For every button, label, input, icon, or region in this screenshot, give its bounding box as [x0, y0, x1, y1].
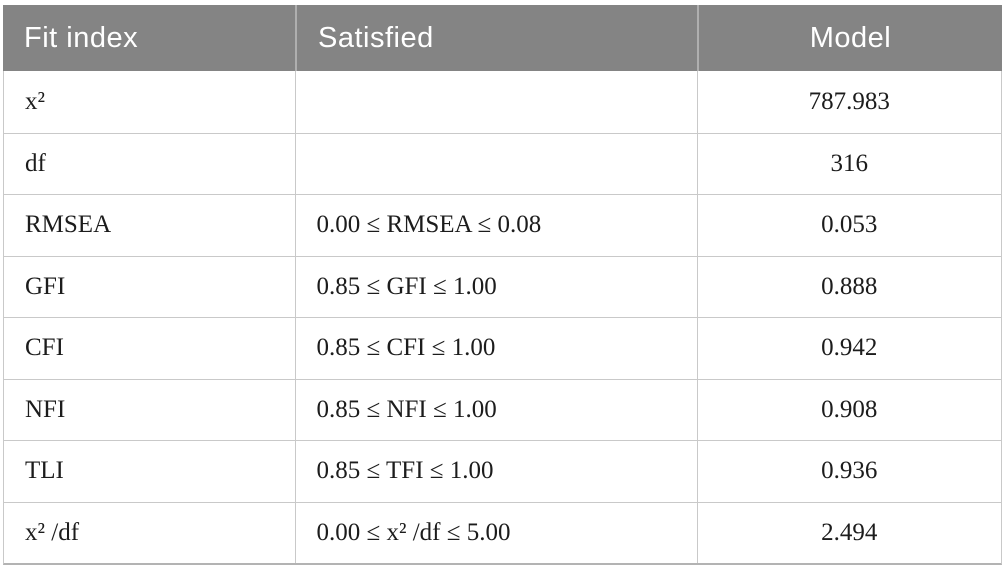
table-row: GFI 0.85 ≤ GFI ≤ 1.00 0.888 [4, 255, 1002, 317]
satisfied-cell: 0.85 ≤ GFI ≤ 1.00 [294, 256, 697, 317]
model-value-cell: 0.942 [696, 318, 1002, 379]
satisfied-cell: 0.00 ≤ RMSEA ≤ 0.08 [294, 195, 697, 256]
column-header-satisfied: Satisfied [295, 5, 697, 71]
fit-index-cell: NFI [25, 395, 66, 423]
fit-index-cell: CFI [25, 334, 64, 362]
satisfied-cell: 0.85 ≤ TFI ≤ 1.00 [294, 441, 697, 502]
model-value-cell: 2.494 [696, 502, 1002, 563]
table-row: CFI 0.85 ≤ CFI ≤ 1.00 0.942 [4, 317, 1001, 379]
table-header-row: Fit index Satisfied Model [3, 5, 1002, 71]
satisfied-cell: 0.85 ≤ CFI ≤ 1.00 [294, 318, 697, 379]
model-value-cell: 787.983 [696, 71, 1002, 133]
column-header-model: Model [697, 5, 1002, 71]
column-header-fit-index: Fit index [24, 21, 139, 54]
fit-index-cell: df [25, 149, 46, 177]
model-value-cell: 0.936 [696, 441, 1002, 502]
table-row: x² /df 0.00 ≤ x² /df ≤ 5.00 2.494 [4, 501, 1002, 563]
table-row: df 316 [4, 132, 1002, 194]
satisfied-cell [294, 133, 697, 194]
fit-index-table: Fit index Satisfied Model x² 787.983 df 316… [3, 5, 1002, 565]
fit-index-cell: RMSEA [25, 211, 112, 239]
satisfied-cell [294, 71, 697, 133]
fit-index-cell: x² /df [25, 518, 80, 546]
satisfied-cell: 0.85 ≤ NFI ≤ 1.00 [294, 379, 697, 440]
model-value-cell: 316 [696, 133, 1002, 194]
model-value-cell: 0.053 [696, 195, 1002, 256]
table-row: TLI 0.85 ≤ TFI ≤ 1.00 0.936 [4, 440, 1001, 502]
table-row: x² 787.983 [4, 71, 1001, 133]
fit-index-cell: x² [25, 87, 45, 115]
model-value-cell: 0.888 [696, 256, 1002, 317]
table-row: NFI 0.85 ≤ NFI ≤ 1.00 0.908 [4, 378, 1002, 440]
table-row: RMSEA 0.00 ≤ RMSEA ≤ 0.08 0.053 [4, 194, 1001, 256]
table-body: x² 787.983 df 316 RMSEA 0.00 ≤ RMSEA ≤ 0.08 0.… [3, 71, 1002, 565]
fit-index-cell: TLI [25, 457, 64, 485]
fit-index-cell: GFI [25, 272, 66, 300]
satisfied-cell: 0.00 ≤ x² /df ≤ 5.00 [294, 502, 697, 563]
model-value-cell: 0.908 [696, 379, 1002, 440]
